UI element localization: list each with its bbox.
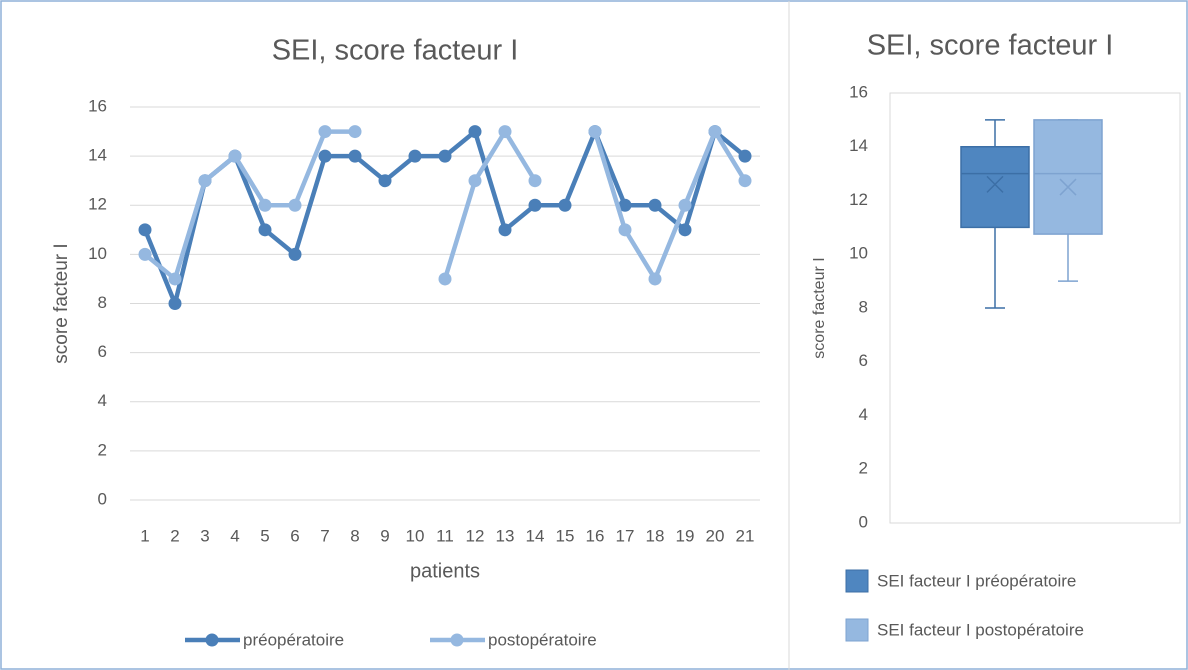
y-tick-label: 16: [88, 96, 107, 115]
legend-label: préopératoire: [243, 630, 344, 649]
marker: [498, 223, 512, 237]
x-tick-label: 6: [290, 526, 299, 545]
marker: [168, 297, 182, 310]
x-tick-label: 21: [736, 526, 755, 545]
y-axis-label: score facteur I: [811, 257, 828, 358]
marker: [438, 272, 452, 286]
marker: [648, 198, 662, 212]
marker: [498, 125, 512, 139]
y-tick-label: 10: [849, 244, 868, 263]
x-tick-label: 20: [706, 526, 725, 545]
y-axis-label: score facteur I: [51, 243, 72, 363]
marker: [258, 223, 272, 237]
x-tick-label: 12: [466, 526, 485, 545]
legend-label: postopératoire: [488, 630, 597, 649]
x-axis-label: patients: [410, 560, 480, 582]
marker: [198, 174, 212, 188]
marker: [438, 149, 452, 163]
marker: [738, 174, 752, 188]
marker: [528, 174, 542, 188]
x-tick-label: 18: [646, 526, 665, 545]
marker: [318, 125, 332, 139]
y-tick-label: 4: [98, 391, 107, 410]
marker: [168, 272, 182, 286]
x-tick-label: 8: [350, 526, 359, 545]
marker: [258, 198, 272, 212]
marker: [528, 198, 542, 212]
legend-swatch: [845, 569, 869, 593]
y-tick-label: 10: [88, 244, 107, 263]
marker: [618, 198, 632, 212]
marker: [408, 149, 422, 163]
x-tick-label: 9: [380, 526, 389, 545]
x-tick-label: 10: [406, 526, 425, 545]
marker: [468, 174, 482, 188]
marker: [138, 223, 152, 237]
legend-label: SEI facteur I postopératoire: [877, 620, 1084, 639]
y-tick-label: 2: [98, 440, 107, 459]
y-tick-label: 4: [859, 405, 868, 424]
marker: [648, 272, 662, 286]
y-tick-label: 0: [98, 489, 107, 508]
marker: [138, 247, 152, 261]
marker: [738, 149, 752, 163]
mean-marker: [986, 175, 1004, 193]
x-tick-label: 2: [170, 526, 179, 545]
marker: [318, 149, 332, 163]
legend-swatch: [845, 618, 869, 642]
marker: [588, 125, 602, 139]
y-tick-label: 14: [88, 146, 107, 165]
x-tick-label: 5: [260, 526, 269, 545]
marker: [348, 149, 362, 163]
box: [1033, 119, 1103, 235]
y-tick-label: 6: [859, 351, 868, 370]
marker: [708, 125, 722, 139]
marker: [378, 174, 392, 188]
chart-title: SEI, score facteur I: [272, 35, 519, 67]
marker: [678, 198, 692, 212]
y-tick-label: 14: [849, 136, 868, 155]
y-tick-label: 6: [98, 342, 107, 361]
x-tick-label: 19: [676, 526, 695, 545]
y-tick-label: 8: [859, 297, 868, 316]
mean-marker: [1059, 178, 1077, 196]
plot-frame: [889, 92, 1181, 524]
x-tick-label: 7: [320, 526, 329, 545]
x-tick-label: 4: [230, 526, 239, 545]
marker: [228, 149, 242, 163]
marker: [618, 223, 632, 237]
x-tick-label: 11: [436, 526, 454, 545]
x-tick-label: 3: [200, 526, 209, 545]
legend-marker: [205, 633, 219, 647]
y-tick-label: 12: [849, 190, 868, 209]
marker: [348, 125, 362, 139]
legend-marker: [450, 633, 464, 647]
marker: [468, 125, 482, 139]
series-line: [143, 129, 747, 282]
marker: [288, 198, 302, 212]
chart-title: SEI, score facteur I: [867, 30, 1114, 62]
y-tick-label: 16: [849, 82, 868, 101]
x-tick-label: 16: [586, 526, 605, 545]
x-tick-label: 14: [526, 526, 545, 545]
x-tick-label: 1: [140, 526, 149, 545]
x-tick-label: 15: [556, 526, 575, 545]
legend-label: SEI facteur I préopératoire: [877, 571, 1076, 590]
y-tick-label: 12: [88, 195, 107, 214]
y-tick-label: 8: [98, 293, 107, 312]
y-tick-label: 0: [859, 512, 868, 531]
x-tick-label: 13: [496, 526, 515, 545]
marker: [558, 198, 572, 212]
box: [960, 146, 1030, 229]
x-tick-label: 17: [616, 526, 635, 545]
marker: [678, 223, 692, 237]
y-tick-label: 2: [859, 459, 868, 478]
marker: [288, 247, 302, 261]
